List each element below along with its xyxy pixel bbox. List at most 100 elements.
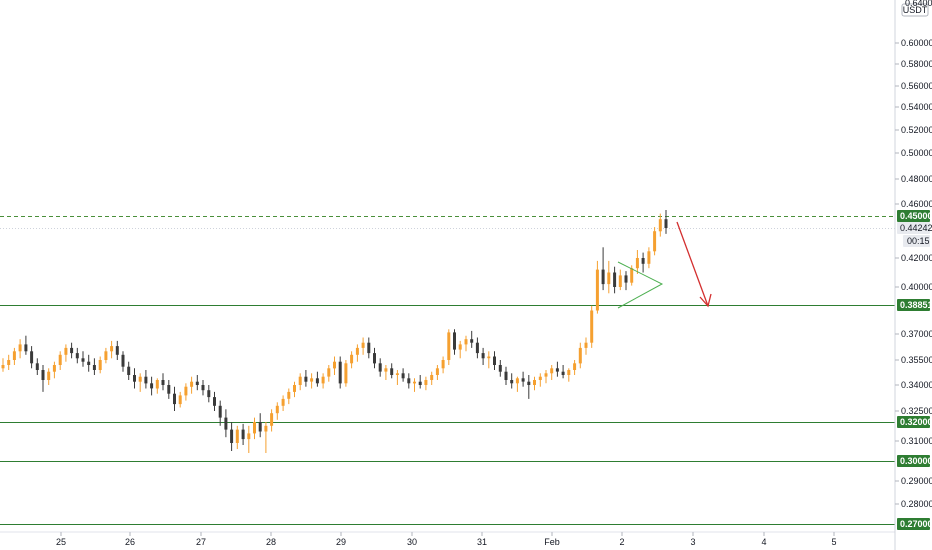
candle [75, 347, 79, 364]
candle [247, 425, 251, 453]
x-tick-label: 5 [831, 537, 836, 547]
candle [98, 356, 102, 374]
candle [384, 365, 388, 380]
candle [253, 417, 256, 440]
currency-badge[interactable]: USDT [901, 3, 929, 17]
candle [138, 373, 142, 392]
candle [350, 351, 354, 369]
candle [590, 305, 594, 348]
price-tag-support-2[interactable]: 0.32000 [897, 416, 932, 428]
projection-arrow-head [699, 293, 712, 308]
candle [24, 335, 28, 355]
price-tag-text: 0.27000 [900, 519, 932, 529]
candle [155, 378, 159, 394]
candle [567, 368, 571, 382]
candle [178, 391, 182, 408]
candle [355, 344, 359, 362]
candle [658, 213, 662, 237]
price-tag-text: 0.38851 [900, 300, 932, 310]
candle [595, 260, 599, 314]
candle [401, 368, 405, 382]
x-tick-label: 4 [761, 537, 766, 547]
price-tag-text: 0.44242 [900, 223, 932, 233]
candle [555, 361, 559, 377]
candle [115, 340, 119, 360]
price-tag-text: 0.45000 [900, 211, 932, 221]
candle [121, 351, 125, 372]
candle [190, 376, 194, 394]
x-tick-label: 25 [56, 537, 66, 547]
price-tag-support-3[interactable]: 0.30000 [897, 455, 932, 467]
candle [664, 210, 668, 234]
x-tick-label: 3 [690, 537, 695, 547]
x-tick-label: 28 [266, 537, 276, 547]
candle [275, 402, 279, 420]
candle [310, 373, 314, 389]
candle [133, 368, 136, 389]
candle [527, 375, 531, 399]
candle [1, 358, 5, 372]
candle [258, 413, 262, 438]
candle [64, 344, 68, 362]
price-tags: 0.45000 0.38851 0.32000 0.30000 0.27000 0.442… [897, 210, 932, 530]
candle [373, 347, 376, 369]
horizontal-levels [0, 216, 895, 525]
candle [161, 373, 165, 391]
x-tick-label: 26 [125, 537, 135, 547]
triangle-pattern[interactable] [617, 261, 664, 309]
price-tag-last-price[interactable]: 0.44242 [897, 222, 932, 234]
y-tick-label: 0.54000 [901, 102, 932, 112]
x-tick-label: 2 [619, 537, 624, 547]
y-tick-label: 0.56000 [901, 81, 932, 91]
price-tag-support-1[interactable]: 0.38851 [897, 299, 932, 311]
candle [607, 260, 611, 294]
candle [618, 269, 622, 291]
y-tick-label: 0.29000 [901, 476, 932, 486]
y-tick-label: 0.31000 [901, 436, 932, 446]
candle [561, 365, 565, 379]
candle [321, 373, 325, 389]
price-tag-support-4[interactable]: 0.27000 [897, 518, 932, 530]
candle [441, 356, 445, 374]
candle [544, 370, 548, 384]
candle [327, 365, 331, 382]
candle [52, 361, 56, 379]
y-tick-label: 0.34000 [901, 380, 932, 390]
candle [144, 370, 148, 389]
candle [624, 271, 628, 291]
drawings [617, 221, 712, 309]
top-partial-label: 0.64000 [905, 0, 932, 8]
candle [447, 329, 451, 365]
x-tick-label: 27 [196, 537, 206, 547]
y-tick-label: 0.40000 [901, 282, 932, 292]
projection-arrow-line[interactable] [676, 221, 709, 307]
candle [287, 388, 291, 405]
candle [367, 337, 371, 359]
candle [390, 363, 394, 379]
candle [613, 266, 617, 294]
candle [235, 425, 239, 449]
candle [464, 335, 468, 352]
price-tag-resistance[interactable]: 0.45000 [897, 210, 932, 222]
y-tick-label: 0.52000 [901, 125, 932, 135]
y-tick-label: 0.37000 [901, 329, 932, 339]
price-tag-text: 0.30000 [900, 456, 932, 466]
candle [510, 373, 514, 389]
candle [647, 247, 651, 269]
candle [281, 395, 285, 411]
candle [264, 422, 268, 453]
x-tick-label: Feb [544, 537, 560, 547]
candle [18, 339, 22, 359]
candle [418, 375, 422, 389]
candle [333, 356, 336, 375]
candle [270, 409, 274, 432]
candle [653, 227, 657, 256]
candle [515, 376, 519, 392]
candle [110, 340, 114, 359]
candle [304, 370, 308, 387]
candle [58, 351, 62, 370]
candle [70, 342, 74, 359]
candle [7, 354, 11, 370]
candle [453, 329, 456, 355]
